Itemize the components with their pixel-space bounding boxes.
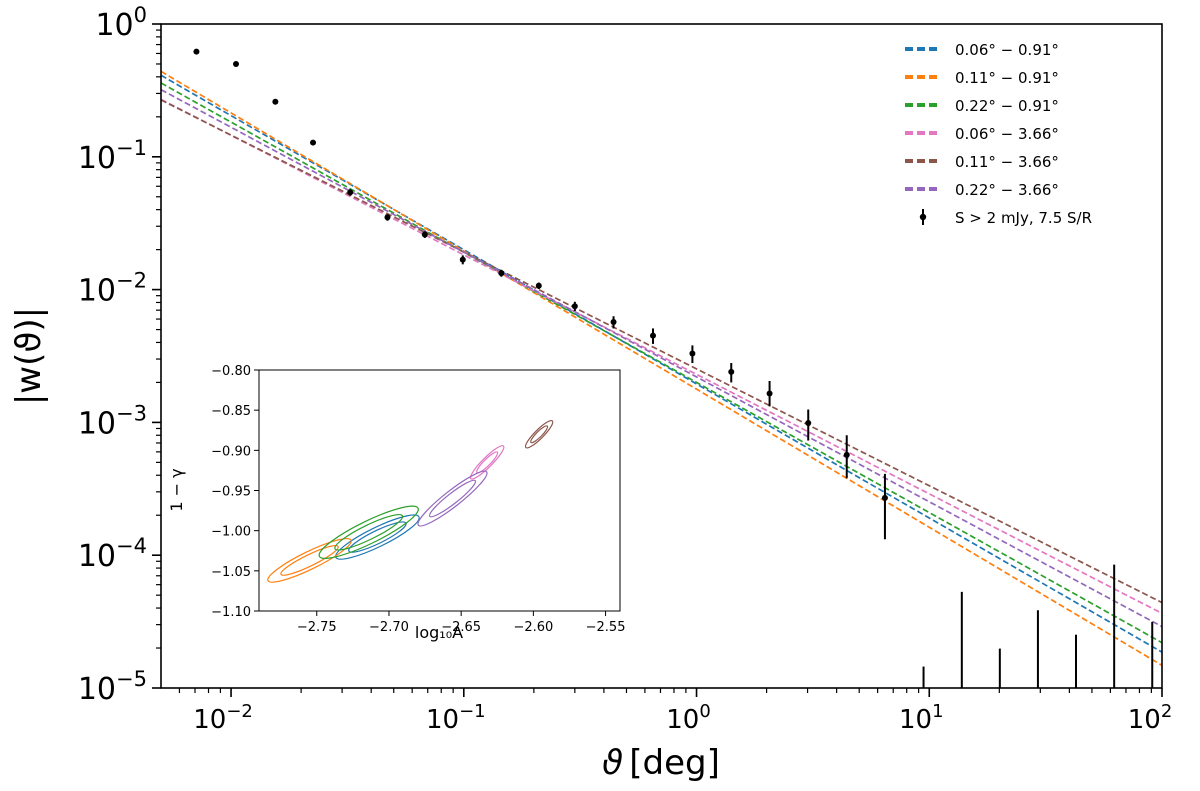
contour-ellipse-9: [524, 420, 554, 449]
legend-label-3: 0.22° − 0.91°: [955, 97, 1059, 115]
contour-ellipse-4: [280, 544, 339, 576]
data-point-7: [421, 231, 428, 238]
legend-label-5: 0.11° − 3.66°: [955, 153, 1059, 171]
contour-ellipse-7: [469, 445, 505, 480]
model-line-6: [161, 88, 1162, 628]
model-line-1: [161, 74, 1162, 653]
inset-y-tick-label: −1.10: [211, 605, 251, 620]
contour-ellipse-6: [334, 513, 404, 551]
plot-frame: [160, 23, 1163, 689]
x-tick-label: 10−2: [193, 701, 253, 735]
x-axis-unit: [deg]: [629, 743, 720, 783]
inset-contours: [267, 420, 554, 583]
legend-swatch-point: [919, 213, 927, 221]
inset-y-tick-label: −0.85: [211, 404, 251, 419]
x-axis-label: ϑ [deg]: [602, 743, 720, 783]
y-tick-label: 10−3: [78, 401, 147, 441]
contour-ellipse-3: [267, 538, 352, 583]
data-point-6: [384, 214, 391, 221]
inset-y-tick-label: −0.80: [211, 364, 251, 379]
inset-background: [258, 369, 621, 612]
model-line-2: [161, 70, 1162, 667]
legend-label-6: 0.22° − 3.66°: [955, 181, 1059, 199]
inset-y-tick-label: −1.00: [211, 525, 251, 540]
inset-y-tick-label: −0.90: [211, 444, 251, 459]
axis-ticks: [152, 23, 1163, 697]
inset-x-tick-label: −2.55: [586, 620, 626, 635]
x-tick-label: 101: [899, 701, 944, 735]
contour-ellipse-5: [318, 505, 419, 559]
y-tick-label: 100: [95, 3, 147, 43]
contour-ellipse-11: [417, 470, 488, 527]
x-tick-label: 100: [666, 701, 711, 735]
data-point-4: [310, 139, 317, 146]
legend-label-2: 0.11° − 0.91°: [955, 69, 1059, 87]
inset-axis-ticks: −2.75 −2.70 −2.65 −2.60 −2.55 −0.80 −0.85 −0.90…: [211, 364, 625, 635]
data-point-15: [728, 368, 735, 375]
model-line-3: [161, 82, 1162, 644]
contour-ellipse-8: [476, 451, 499, 474]
data-point-5: [347, 189, 354, 196]
model-line-4: [161, 98, 1162, 615]
data-point-8: [459, 256, 466, 263]
data-point-3: [272, 98, 279, 105]
inset-x-tick-label: −2.70: [369, 620, 409, 635]
inset-y-tick-label: −1.05: [211, 565, 251, 580]
model-line-5: [161, 99, 1162, 604]
legend: 0.06° − 0.91° 0.11° − 0.91° 0.22° − 0.91° 0…: [905, 41, 1092, 227]
data-point-13: [649, 332, 656, 339]
x-axis-symbol: ϑ: [602, 743, 623, 783]
y-axis-label: |w(ϑ)|: [9, 307, 49, 405]
data-point-17: [805, 419, 812, 426]
contour-ellipse-12: [428, 479, 477, 518]
data-point-12: [610, 319, 617, 326]
legend-label-points: S > 2 mJy, 7.5 S/R: [955, 209, 1092, 227]
y-tick-label: 10−1: [78, 136, 147, 176]
inset-chart: −2.75 −2.70 −2.65 −2.60 −2.55 −0.80 −0.85 −0.90…: [167, 364, 625, 642]
data-point-1: [193, 48, 200, 55]
contour-ellipse-10: [530, 425, 549, 444]
data-point-9: [498, 270, 505, 277]
data-point-18: [843, 451, 850, 458]
data-point-2: [232, 60, 239, 67]
x-tick-label: 102: [1128, 701, 1173, 735]
inset-x-tick-label: −2.60: [513, 620, 553, 635]
data-point-14: [689, 350, 696, 357]
data-points: [193, 48, 1154, 688]
inset-y-tick-label: −0.95: [211, 485, 251, 500]
x-tick-label: 10−1: [426, 701, 486, 735]
inset-y-label: 1 − γ: [167, 468, 186, 511]
inset-x-label: log₁₀A: [415, 623, 463, 642]
inset-x-tick-label: −2.75: [297, 620, 337, 635]
model-lines: [161, 70, 1162, 667]
legend-label-1: 0.06° − 0.91°: [955, 41, 1059, 59]
y-tick-label: 10−2: [78, 269, 147, 309]
data-point-10: [535, 282, 542, 289]
y-tick-label: 10−5: [78, 667, 147, 707]
data-point-11: [571, 303, 578, 310]
data-point-16: [766, 390, 773, 397]
data-point-19: [881, 494, 888, 501]
y-tick-label: 10−4: [78, 534, 147, 574]
legend-label-4: 0.06° − 3.66°: [955, 125, 1059, 143]
axis-tick-labels: 10−2 10−1 100 101 102 100 10−1 10−2 10−3 10−4 10−5: [78, 3, 1172, 735]
inset-x-tick-label: −2.65: [441, 620, 481, 635]
